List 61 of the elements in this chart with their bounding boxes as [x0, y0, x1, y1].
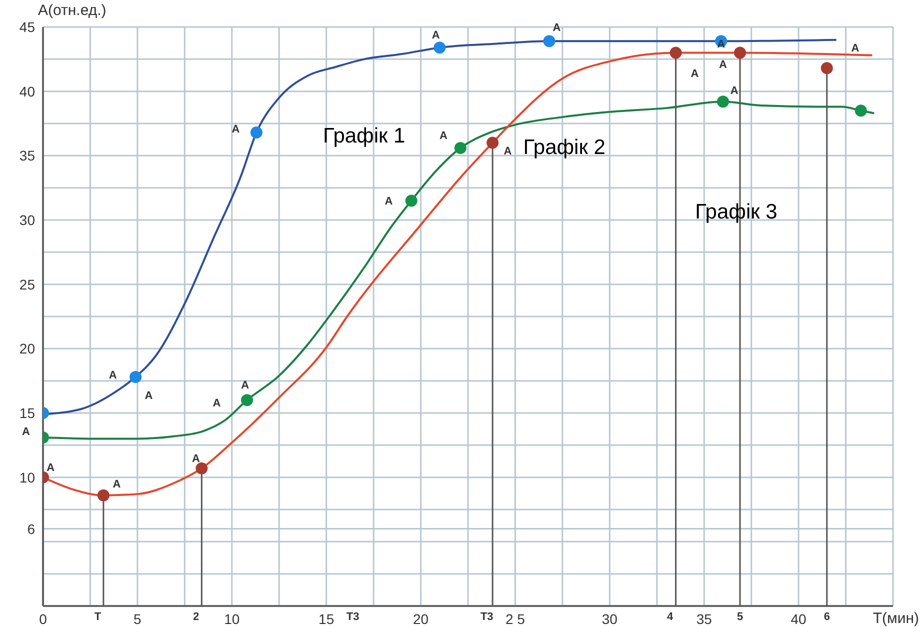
point — [543, 35, 556, 48]
annotation: Графік 2 — [523, 136, 606, 160]
point — [250, 126, 262, 139]
annotation: A — [439, 130, 448, 142]
text: Т3 — [346, 610, 360, 623]
annotation: Графік 1 — [323, 124, 406, 148]
y-tick-label: 35 — [19, 148, 36, 164]
point — [130, 370, 142, 383]
x-tick-label: 35 — [696, 610, 712, 627]
annotation: A — [212, 398, 221, 410]
x-tick-label: 15 — [318, 610, 334, 627]
annotation: A — [384, 196, 393, 208]
annotation: A — [719, 59, 728, 72]
annotation: A — [552, 22, 561, 34]
y-tick-label: 25 — [19, 276, 36, 292]
x-tick-label: 40 — [790, 610, 807, 627]
y-tick-label: 40 — [19, 83, 36, 100]
point — [717, 96, 729, 108]
annotation: A — [192, 452, 200, 465]
point — [405, 194, 418, 207]
y-tick-label: 15 — [19, 404, 36, 421]
point — [820, 62, 833, 74]
annotation: A — [232, 124, 240, 136]
y-tick-label: 30 — [19, 212, 36, 228]
text: A — [22, 426, 30, 438]
x-tick-label: 0 — [39, 610, 48, 627]
x-tick-label: 30 — [602, 610, 618, 627]
annotation: A — [241, 380, 250, 392]
point — [97, 489, 110, 502]
point — [241, 394, 253, 406]
x-tick-label: 2 5 — [505, 610, 526, 627]
annotation: A — [108, 369, 117, 382]
annotation: A — [46, 462, 55, 474]
x-tick-label: 10 — [224, 610, 240, 627]
text: 2 — [192, 610, 200, 623]
annotation: A — [851, 42, 860, 54]
text: 6 — [824, 610, 830, 623]
y-tick-label: 10 — [19, 469, 36, 486]
text: 4 — [667, 610, 674, 623]
point — [734, 46, 746, 59]
annotation: A — [432, 30, 440, 42]
x-tick-label: 20 — [412, 610, 429, 627]
annotation: A — [144, 390, 153, 402]
x-tick-label: 5 — [134, 610, 142, 627]
text: Т — [94, 610, 102, 623]
point — [854, 104, 867, 117]
annotation: A — [690, 68, 699, 80]
text: Т3 — [480, 610, 494, 623]
x-axis-title: T(мин) — [872, 610, 919, 627]
annotation: A — [730, 84, 738, 97]
y-tick-label: 45 — [19, 18, 36, 35]
point — [670, 46, 682, 59]
y-tick-label: 20 — [19, 340, 36, 357]
y-tick-label: 6 — [27, 520, 36, 537]
point — [196, 462, 208, 474]
y-axis-title: A(отн.ед.) — [38, 2, 106, 19]
annotation: A — [504, 145, 512, 158]
annotation: A — [112, 478, 121, 491]
point — [486, 136, 499, 149]
point — [454, 142, 466, 154]
point — [434, 42, 446, 54]
